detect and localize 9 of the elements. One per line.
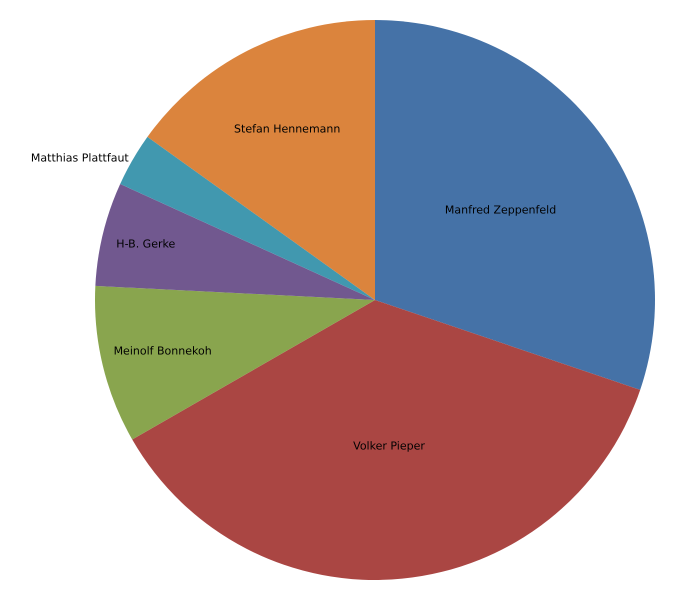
slice-label: Manfred Zeppenfeld (444, 203, 556, 216)
slice-label: Volker Pieper (353, 439, 426, 452)
slice-label: Stefan Hennemann (234, 122, 340, 136)
pie-slice (95, 286, 375, 440)
slice-label: H-B. Gerke (116, 238, 176, 251)
pie-slice (375, 20, 655, 390)
slice-label: Meinolf Bonnekoh (114, 344, 212, 358)
slice-label: Matthias Plattfaut (30, 152, 130, 165)
pie-slice (95, 184, 375, 300)
